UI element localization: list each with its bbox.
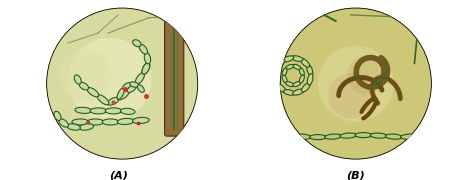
Circle shape (46, 8, 198, 159)
Ellipse shape (282, 68, 287, 76)
Circle shape (347, 57, 385, 94)
Ellipse shape (301, 83, 310, 92)
Ellipse shape (102, 119, 119, 125)
Ellipse shape (286, 82, 294, 87)
Ellipse shape (282, 75, 287, 83)
Ellipse shape (54, 111, 61, 121)
Ellipse shape (139, 44, 147, 54)
Ellipse shape (292, 64, 301, 69)
Ellipse shape (118, 118, 134, 125)
Ellipse shape (401, 134, 417, 139)
Ellipse shape (135, 73, 145, 84)
Circle shape (68, 38, 151, 121)
Ellipse shape (108, 97, 119, 105)
Ellipse shape (67, 124, 81, 130)
Circle shape (280, 8, 432, 159)
Ellipse shape (300, 75, 304, 83)
Ellipse shape (97, 95, 109, 105)
Ellipse shape (105, 108, 122, 114)
Ellipse shape (137, 85, 144, 92)
Ellipse shape (385, 134, 402, 139)
Ellipse shape (118, 91, 129, 100)
FancyBboxPatch shape (164, 21, 184, 136)
Ellipse shape (87, 87, 99, 97)
Ellipse shape (293, 82, 301, 87)
Ellipse shape (130, 82, 139, 87)
Ellipse shape (79, 82, 89, 90)
Ellipse shape (75, 107, 91, 113)
Ellipse shape (285, 64, 294, 69)
Ellipse shape (72, 119, 89, 125)
Ellipse shape (133, 40, 141, 47)
Circle shape (318, 46, 394, 122)
Ellipse shape (142, 63, 150, 74)
Ellipse shape (142, 63, 150, 74)
Ellipse shape (128, 83, 137, 93)
Ellipse shape (307, 74, 313, 85)
Ellipse shape (273, 66, 279, 77)
Text: (A): (A) (109, 171, 128, 180)
Ellipse shape (123, 83, 131, 90)
Ellipse shape (355, 133, 372, 138)
Ellipse shape (117, 88, 124, 99)
Ellipse shape (301, 58, 310, 67)
Ellipse shape (276, 59, 285, 68)
Ellipse shape (294, 134, 311, 139)
Ellipse shape (310, 135, 326, 140)
Ellipse shape (87, 119, 104, 125)
Ellipse shape (283, 56, 294, 62)
Ellipse shape (133, 117, 149, 123)
Ellipse shape (340, 133, 356, 138)
Ellipse shape (144, 53, 151, 64)
Ellipse shape (120, 108, 135, 114)
Ellipse shape (277, 84, 286, 93)
Ellipse shape (325, 134, 341, 139)
Circle shape (328, 73, 374, 118)
Ellipse shape (292, 56, 303, 61)
Ellipse shape (292, 89, 304, 95)
Ellipse shape (59, 119, 68, 127)
Circle shape (59, 49, 112, 102)
Ellipse shape (370, 133, 387, 138)
Ellipse shape (79, 124, 93, 130)
Ellipse shape (299, 68, 304, 76)
Text: (B): (B) (346, 171, 365, 180)
Ellipse shape (283, 90, 295, 95)
Ellipse shape (307, 65, 313, 76)
Ellipse shape (74, 75, 81, 84)
Ellipse shape (273, 75, 280, 86)
Ellipse shape (90, 108, 107, 114)
